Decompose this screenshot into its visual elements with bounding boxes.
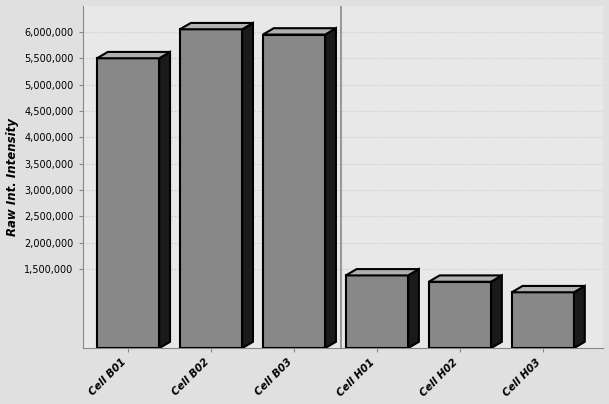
Polygon shape <box>180 29 242 348</box>
Polygon shape <box>159 52 170 348</box>
Polygon shape <box>263 28 336 35</box>
Polygon shape <box>429 282 491 348</box>
Polygon shape <box>346 269 419 276</box>
Polygon shape <box>512 286 585 292</box>
Polygon shape <box>325 28 336 348</box>
Polygon shape <box>491 276 502 348</box>
Polygon shape <box>263 35 325 348</box>
Polygon shape <box>242 23 253 348</box>
Polygon shape <box>574 286 585 348</box>
Polygon shape <box>97 58 159 348</box>
Polygon shape <box>512 292 574 348</box>
Polygon shape <box>408 269 419 348</box>
Y-axis label: Raw Int. Intensity: Raw Int. Intensity <box>5 118 18 236</box>
Polygon shape <box>180 23 253 29</box>
Polygon shape <box>97 52 170 58</box>
Polygon shape <box>429 276 502 282</box>
Polygon shape <box>346 276 408 348</box>
